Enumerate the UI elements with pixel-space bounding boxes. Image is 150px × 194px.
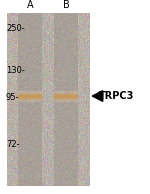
Polygon shape xyxy=(92,91,103,101)
Text: TRPC3: TRPC3 xyxy=(99,91,134,101)
Text: A: A xyxy=(27,0,33,10)
Text: B: B xyxy=(63,0,69,10)
Text: 72-: 72- xyxy=(6,140,20,149)
Text: 95-: 95- xyxy=(6,94,20,102)
Text: 250-: 250- xyxy=(6,24,25,33)
Text: 130-: 130- xyxy=(6,66,25,75)
